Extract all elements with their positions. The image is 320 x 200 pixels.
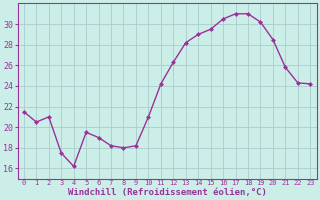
X-axis label: Windchill (Refroidissement éolien,°C): Windchill (Refroidissement éolien,°C) [68, 188, 267, 197]
